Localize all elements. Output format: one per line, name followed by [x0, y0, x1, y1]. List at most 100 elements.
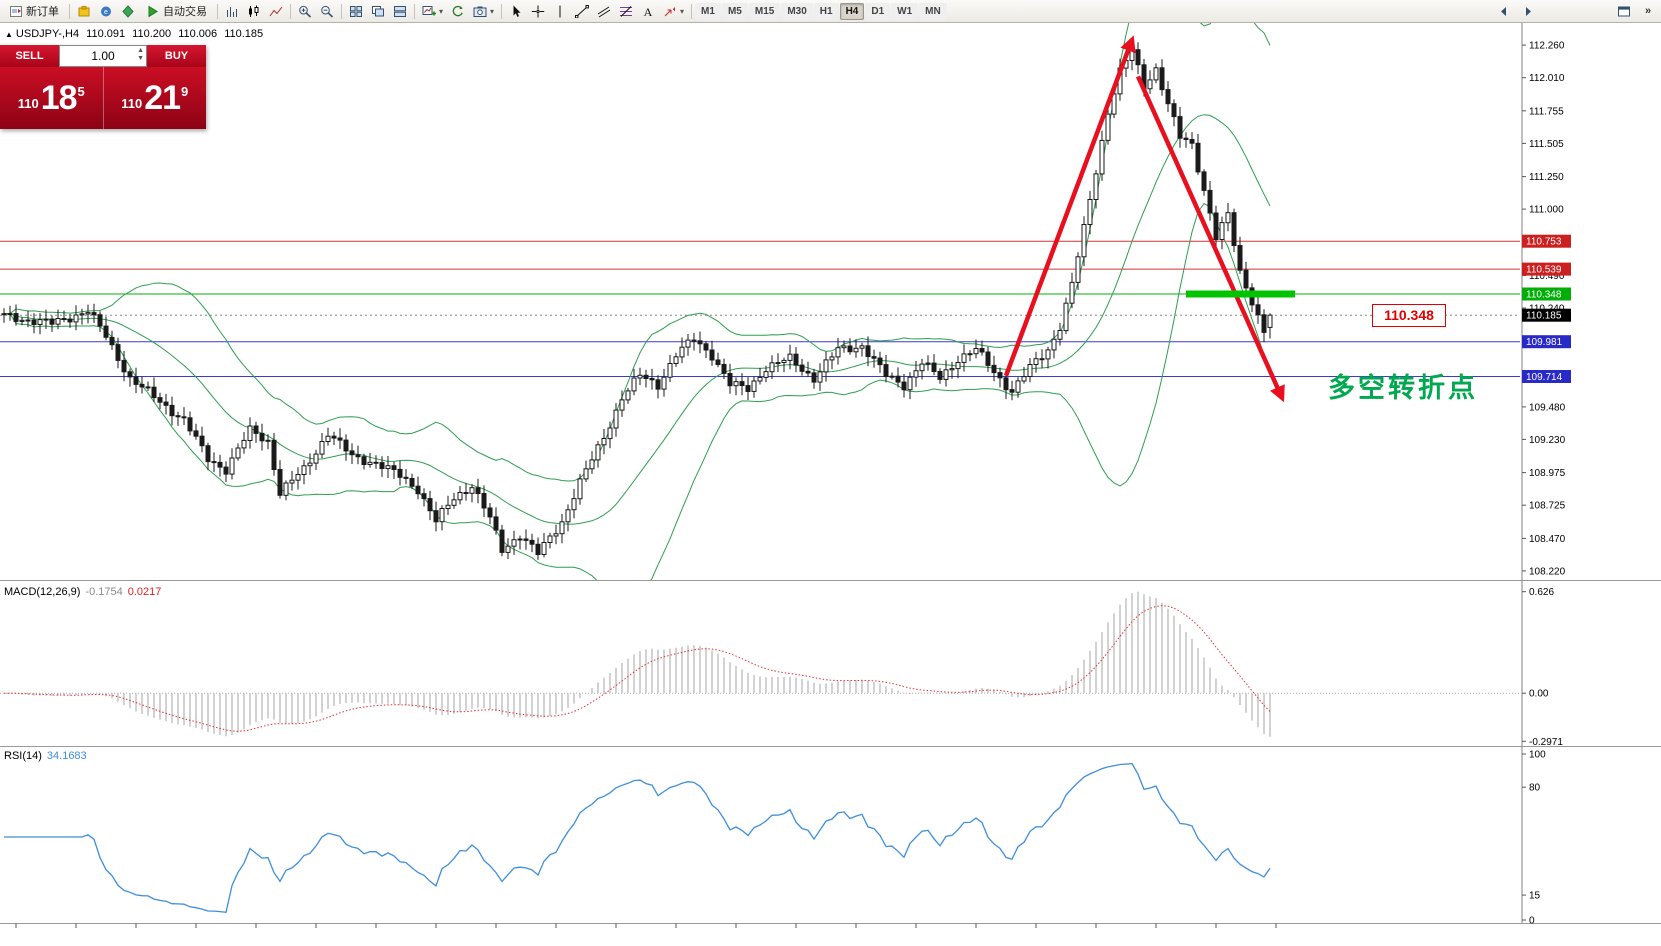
ohlc-open: 110.091	[86, 28, 126, 40]
price-badge	[1522, 234, 1571, 248]
volume-spinner[interactable]: ▲ ▼	[137, 47, 144, 63]
price-badge	[1522, 287, 1571, 301]
channel-tool-button[interactable]	[593, 1, 615, 21]
price-badge-value: 109.981	[1526, 337, 1563, 348]
timeframe-w1-button[interactable]: W1	[891, 2, 919, 20]
rsi-indicator-label: RSI(14) 34.1683	[4, 750, 87, 762]
buy-price-big: 21	[144, 78, 181, 117]
zoom-out-icon	[321, 5, 334, 18]
price-badge	[1522, 370, 1571, 383]
chart-cycle-icon	[452, 5, 463, 16]
new-order-button[interactable]: 新订单	[2, 1, 66, 21]
sell-price-prefix: 110	[17, 95, 39, 111]
zoom-in-icon	[299, 5, 312, 18]
new-chart-button[interactable]: ▾	[418, 1, 447, 21]
volume-down-icon[interactable]: ▼	[137, 55, 144, 62]
timeframe-group: M1 M5 M15 M30 H1 H4 D1 W1 MN	[695, 2, 947, 20]
chart-cycle-button[interactable]	[447, 1, 469, 21]
toolbar-overflow-button[interactable]: »	[1637, 1, 1659, 21]
chart-ohlc-readout: ▲ USDJPY-,H4 110.091 110.200 110.006 110.…	[5, 28, 267, 40]
volume-field[interactable]: 1.00 ▲ ▼	[59, 45, 147, 67]
zoom-out-button[interactable]	[316, 1, 338, 21]
price-scale-tick: 112.010	[1529, 73, 1565, 84]
fibonacci-tool-button[interactable]	[615, 1, 637, 21]
arrows-tool-icon	[664, 6, 676, 16]
market-button[interactable]	[117, 1, 139, 21]
toolbar-separator	[290, 3, 291, 19]
timeframe-h1-button[interactable]: H1	[813, 2, 839, 20]
line-chart-icon	[269, 6, 283, 16]
sell-price[interactable]: 110 18 5	[0, 67, 104, 129]
autotrading-label: 自动交易	[163, 6, 207, 18]
price-level-callout[interactable]: 110.348	[1372, 304, 1446, 327]
turning-point-annotation[interactable]: 多空转折点	[1328, 373, 1478, 403]
timeframe-mn-button[interactable]: MN	[919, 2, 947, 20]
trendline-tool-button[interactable]	[571, 1, 593, 21]
autotrading-play-icon	[148, 5, 158, 17]
tile-windows-button[interactable]	[345, 1, 367, 21]
cursor-icon	[513, 5, 521, 17]
scroll-forward-button[interactable]	[1517, 1, 1539, 21]
macd-indicator-label: MACD(12,26,9) -0.1754 0.0217	[4, 586, 161, 598]
toolbar-separator	[69, 3, 70, 19]
buy-price[interactable]: 110 21 9	[104, 67, 207, 129]
autotrading-button[interactable]: 自动交易	[139, 1, 214, 21]
cursor-tool-button[interactable]	[505, 1, 527, 21]
macd-scale-tick: 0.00	[1529, 689, 1549, 700]
arrows-tool-button[interactable]: ▾	[659, 1, 688, 21]
metaeditor-icon: e	[101, 6, 111, 16]
metaeditor-button[interactable]: e	[95, 1, 117, 21]
price-scale-tick: 109.230	[1529, 435, 1566, 446]
candlestick-chart-button[interactable]	[243, 1, 265, 21]
timeframe-h4-button[interactable]: H4	[839, 2, 865, 20]
market-icon	[122, 4, 134, 18]
timeframe-m5-button[interactable]: M5	[721, 2, 748, 20]
symbol-timeframe-label: USDJPY-,H4	[15, 28, 80, 40]
new-order-label: 新订单	[26, 6, 59, 18]
sell-button[interactable]: SELL	[0, 45, 59, 67]
channel-icon	[597, 6, 611, 17]
volume-up-icon[interactable]: ▲	[137, 47, 144, 54]
price-scale-tick: 112.260	[1529, 41, 1565, 52]
toolbar-separator	[217, 3, 218, 19]
trendline-icon	[575, 4, 589, 18]
timeframe-d1-button[interactable]: D1	[865, 2, 891, 20]
scroll-back-button[interactable]	[1493, 1, 1515, 21]
macd-scale-tick: -0.2971	[1529, 737, 1563, 748]
one-click-trading-panel: SELL 1.00 ▲ ▼ BUY 110 18 5 110 21 9	[0, 45, 206, 129]
crosshair-icon	[531, 5, 545, 17]
timeframe-m15-button[interactable]: M15	[748, 2, 781, 20]
dock-button[interactable]	[1613, 1, 1635, 21]
price-scale-tick: 108.220	[1529, 566, 1566, 577]
cascade-windows-button[interactable]	[367, 1, 389, 21]
chart-canvas[interactable]: 112.260 112.010 111.755 111.505 111.250 111.0…	[0, 23, 1661, 946]
bar-chart-button[interactable]	[221, 1, 243, 21]
toolbar-separator	[691, 3, 693, 19]
timeframe-m30-button[interactable]: M30	[781, 2, 813, 20]
buy-button[interactable]: BUY	[147, 45, 206, 67]
toolbar-separator	[341, 3, 342, 19]
arrange-horizontal-button[interactable]	[389, 1, 411, 21]
crosshair-tool-button[interactable]	[527, 1, 549, 21]
vertical-line-tool-button[interactable]	[549, 1, 571, 21]
volume-value: 1.00	[91, 49, 115, 63]
toolbox-icon	[78, 5, 90, 16]
buy-price-pip: 9	[181, 83, 189, 99]
price-scale-tick: 111.505	[1529, 139, 1564, 150]
timeframe-m1-button[interactable]: M1	[695, 2, 721, 20]
text-tool-button[interactable]: A	[637, 1, 659, 21]
price-scale-tick: 108.975	[1529, 468, 1566, 479]
snapshot-button[interactable]: ▾	[469, 1, 498, 21]
macd-signal-value: 0.0217	[127, 586, 162, 598]
price-badge-value: 109.714	[1526, 372, 1563, 383]
macd-scale-tick: 0.626	[1529, 587, 1554, 598]
line-chart-button[interactable]	[265, 1, 287, 21]
collapse-triangle-icon[interactable]: ▲	[5, 30, 13, 39]
text-tool-icon: A	[644, 5, 653, 18]
svg-text:e: e	[104, 9, 108, 16]
overflow-icon: »	[1644, 5, 1652, 17]
toolbar-right-group: »	[1493, 1, 1659, 21]
main-toolbar: 新订单 e 自动交易 ▾ ▾ A ▾ M1 M5 M15 M3	[0, 0, 1661, 23]
zoom-in-button[interactable]	[294, 1, 316, 21]
toolbox-button[interactable]	[73, 1, 95, 21]
